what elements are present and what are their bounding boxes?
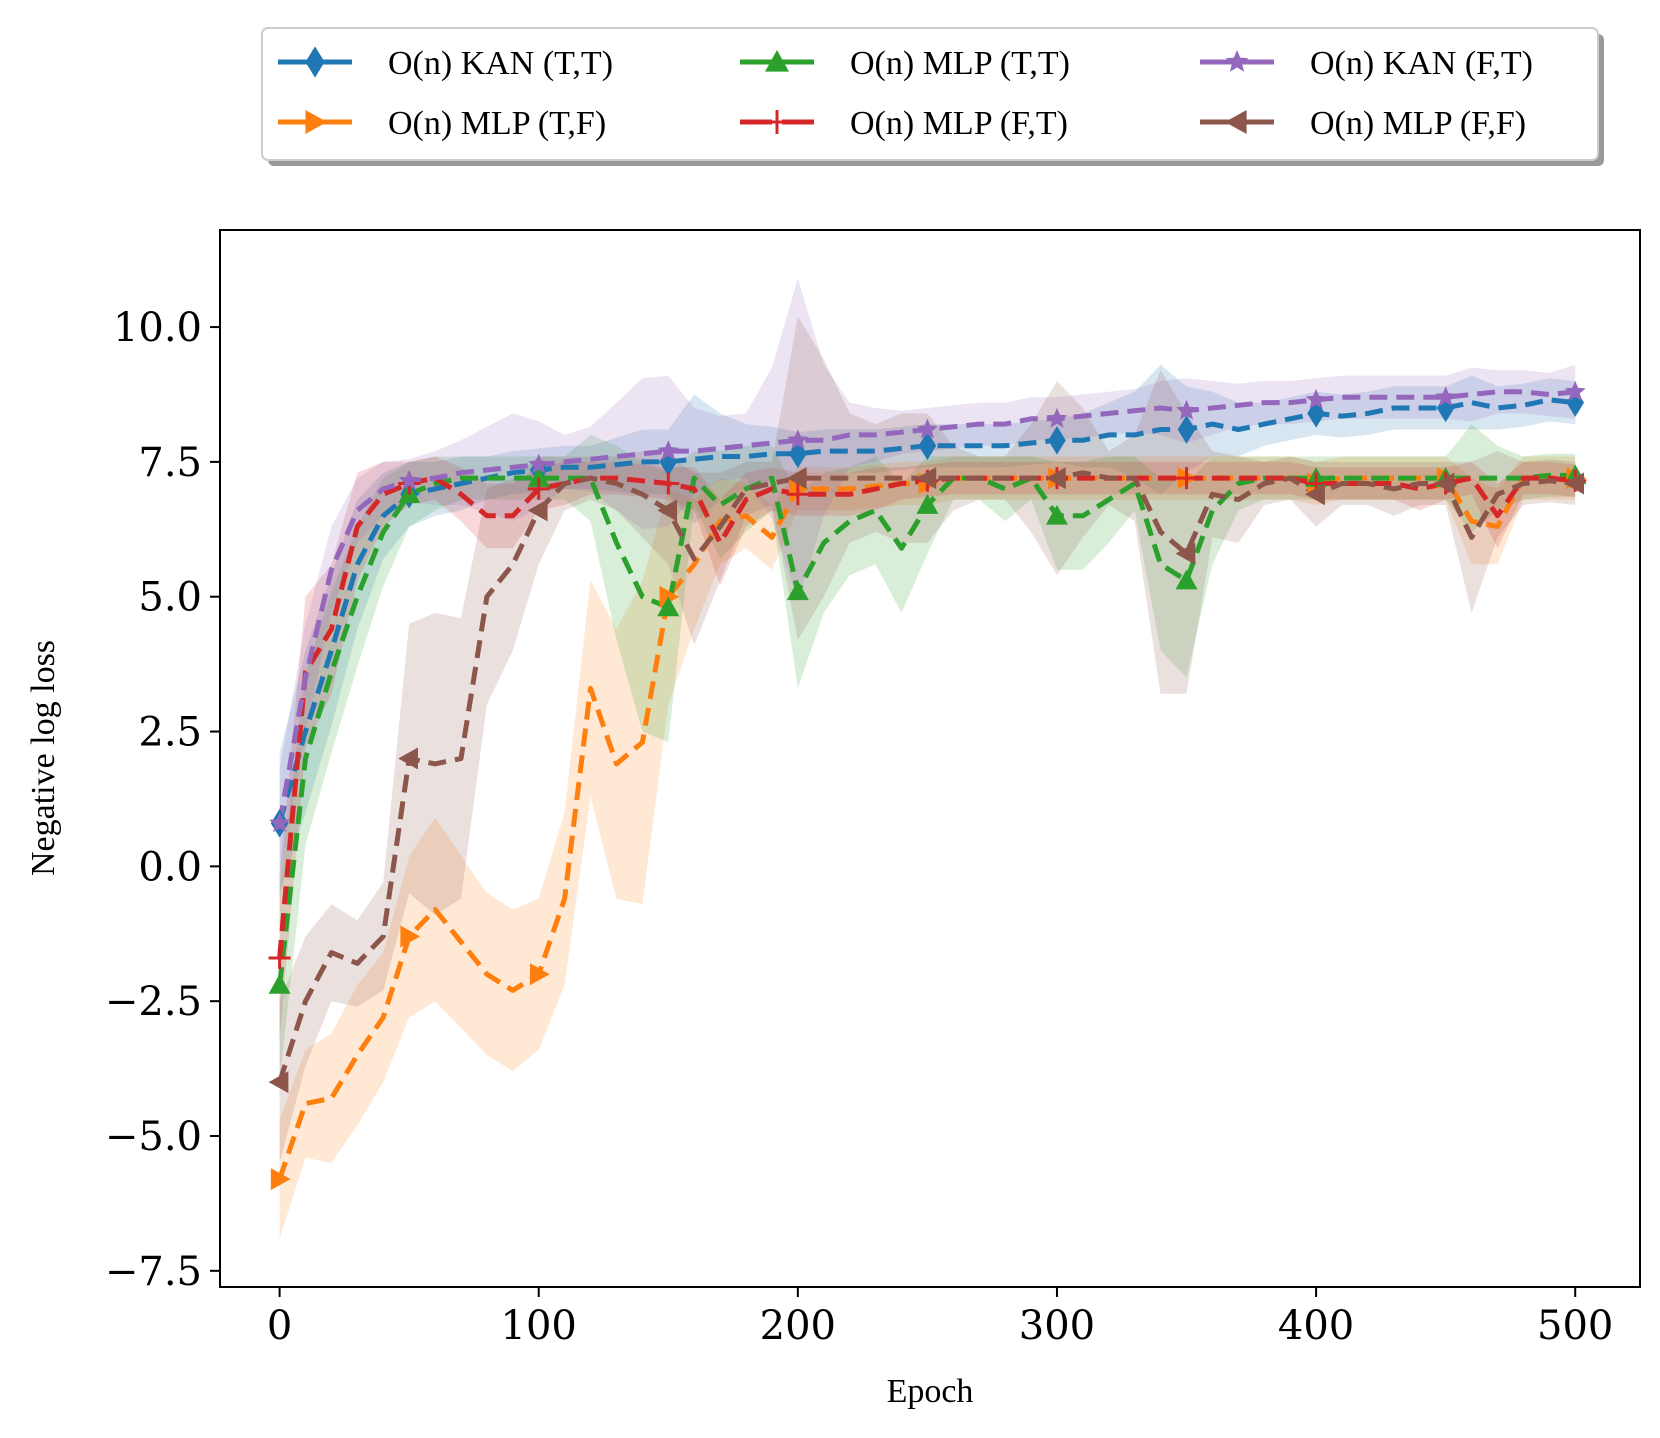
point-o-n-mlp-f-t-150 (657, 472, 680, 495)
legend-marker-o-n-mlp-t-f (305, 110, 327, 134)
x-tick-label-0: 0 (267, 1303, 292, 1349)
point-o-n-mlp-t-t-300 (1045, 504, 1068, 525)
point-o-n-kan-f-t-50 (398, 469, 420, 490)
x-tick-label-200: 200 (760, 1303, 836, 1349)
legend-label-o-n-mlp-t-f: O(n) MLP (T,F) (388, 105, 606, 142)
x-tick-label-300: 300 (1019, 1303, 1095, 1349)
point-o-n-mlp-t-t-150 (657, 596, 680, 617)
x-tick-label-400: 400 (1278, 1303, 1354, 1349)
legend: O(n) KAN (T,T) O(n) MLP (T,F) O(n) MLP (T,… (261, 27, 1604, 166)
point-o-n-mlp-f-f-250 (916, 467, 937, 490)
point-o-n-mlp-f-f-100 (527, 499, 548, 522)
legend-label-o-n-mlp-f-f: O(n) MLP (F,F) (1310, 105, 1526, 142)
point-o-n-mlp-t-f-50 (400, 925, 421, 948)
y-tick-label-1: −5.0 (105, 1114, 202, 1160)
point-o-n-mlp-f-t-350 (1175, 467, 1198, 490)
y-tick-label-2: −2.5 (105, 979, 202, 1025)
point-o-n-mlp-f-f-400 (1305, 483, 1325, 506)
x-tick-label-500: 500 (1537, 1303, 1613, 1349)
point-o-n-mlp-f-f-50 (398, 747, 418, 770)
point-o-n-mlp-f-f-150 (657, 499, 678, 522)
point-o-n-mlp-t-t-0 (268, 974, 291, 994)
y-tick-label-4: 2.5 (138, 710, 202, 756)
point-o-n-kan-t-t-150 (659, 447, 678, 477)
legend-marker-o-n-mlp-f-t (765, 110, 789, 134)
plot-frame (219, 229, 1641, 1288)
point-o-n-kan-f-t-350 (1176, 399, 1197, 420)
point-o-n-mlp-f-t-100 (527, 477, 550, 500)
point-o-n-mlp-t-f-0 (270, 1168, 291, 1191)
legend-marker-o-n-kan-f-t (1225, 50, 1249, 72)
band-o-n-mlp-t-f (279, 456, 1576, 1239)
point-o-n-kan-t-t-350 (1177, 415, 1196, 444)
legend-label-o-n-kan-t-t: O(n) KAN (T,T) (388, 45, 613, 82)
legend-marker-o-n-kan-t-t (305, 46, 325, 78)
legend-marker-o-n-mlp-t-t (765, 50, 789, 72)
point-o-n-mlp-f-f-0 (268, 1071, 289, 1094)
point-o-n-kan-f-t-500 (1564, 380, 1586, 401)
x-axis-label: Epoch (887, 1373, 974, 1410)
legend-label-o-n-mlp-t-t: O(n) MLP (T,T) (850, 45, 1070, 82)
y-axis-label: Negative log loss (25, 640, 62, 876)
x-tick-label-100: 100 (501, 1303, 577, 1349)
point-o-n-kan-f-t-250 (916, 418, 938, 439)
legend-label-o-n-mlp-f-t: O(n) MLP (F,T) (850, 105, 1068, 142)
point-o-n-kan-t-t-250 (918, 431, 937, 461)
point-o-n-mlp-t-t-100 (527, 467, 550, 487)
point-o-n-mlp-f-f-350 (1175, 542, 1196, 565)
y-tick-label-7: 10.0 (113, 305, 202, 351)
point-o-n-mlp-t-f-150 (659, 585, 680, 608)
y-tick-label-3: 0.0 (138, 844, 202, 890)
point-o-n-mlp-f-t-0 (268, 947, 291, 970)
point-o-n-mlp-f-f-300 (1045, 467, 1066, 490)
legend-label-o-n-kan-f-t: O(n) KAN (F,T) (1310, 45, 1533, 82)
point-o-n-mlp-f-f-200 (786, 467, 807, 490)
point-o-n-mlp-t-t-350 (1175, 569, 1198, 590)
point-o-n-mlp-f-t-200 (786, 483, 809, 506)
point-o-n-kan-f-t-100 (528, 453, 550, 474)
point-o-n-mlp-t-t-250 (916, 494, 939, 514)
point-o-n-kan-f-t-450 (1435, 386, 1457, 407)
point-o-n-mlp-f-f-500 (1564, 472, 1585, 495)
legend-marker-o-n-mlp-f-f (1225, 110, 1247, 134)
point-o-n-mlp-t-f-100 (529, 963, 550, 986)
y-tick-label-6: 7.5 (138, 440, 202, 486)
point-o-n-mlp-f-f-450 (1434, 472, 1455, 495)
band-o-n-kan-f-t (279, 278, 1576, 878)
point-o-n-mlp-t-t-200 (786, 580, 809, 601)
point-o-n-kan-f-t-400 (1305, 388, 1327, 409)
point-o-n-kan-f-t-150 (657, 440, 679, 460)
point-o-n-kan-f-t-0 (269, 812, 291, 833)
point-o-n-kan-f-t-200 (787, 429, 809, 450)
y-tick-label-0: −7.5 (105, 1249, 202, 1295)
point-o-n-kan-t-t-300 (1048, 426, 1066, 455)
point-o-n-kan-f-t-300 (1046, 407, 1068, 428)
y-tick-label-5: 5.0 (138, 575, 202, 621)
